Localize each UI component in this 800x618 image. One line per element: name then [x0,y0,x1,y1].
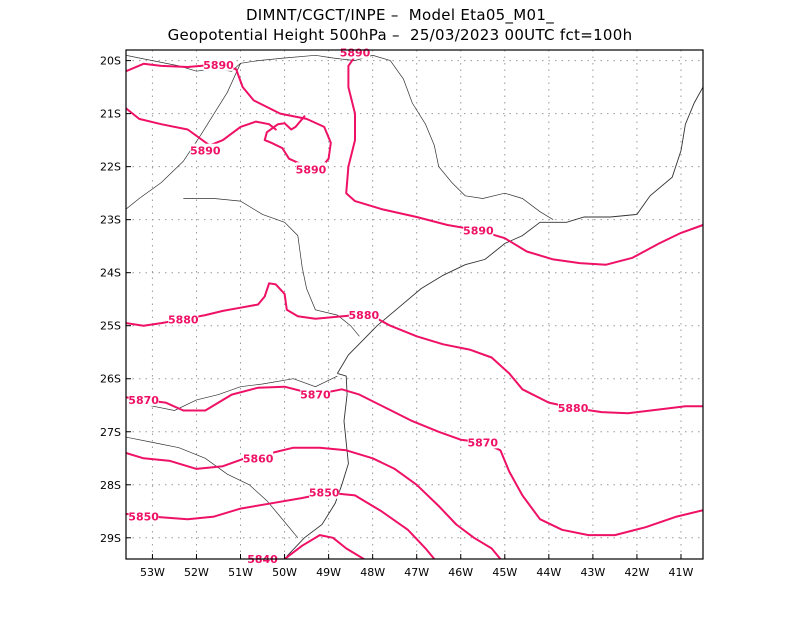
contour-label: 5880 [168,313,199,326]
contour-line-5850 [126,491,436,559]
coastline [286,372,349,557]
contour-label-bg [243,451,274,465]
y-tick-label: 21S [100,108,121,121]
state-border [183,198,360,337]
contour-label: 5860 [243,452,274,465]
contour-label-bg [309,485,340,499]
contour-line-5890 [345,50,703,266]
contour-label: 5870 [128,394,159,407]
contour-line-5890 [126,62,332,171]
x-tick-label: 47W [404,566,429,579]
contour-label: 5890 [340,47,371,60]
contour-line-5860 [126,446,502,559]
contour-label: 5890 [203,59,234,72]
contour-label-bg [463,223,494,237]
y-tick-label: 25S [100,320,121,333]
contour-label: 5850 [309,487,340,500]
y-tick-label: 26S [100,373,121,386]
y-tick-label: 24S [100,267,121,280]
contour-label-bg [340,45,371,59]
contour-line-5890 [126,107,277,147]
state-border [126,375,338,411]
x-tick-label: 48W [360,566,385,579]
contour-label-bg [203,57,234,71]
x-tick-label: 52W [184,566,209,579]
contour-label: 5880 [558,402,589,415]
y-tick-label: 20S [100,55,121,68]
x-tick-label: 41W [669,566,694,579]
y-tick-label: 28S [100,479,121,492]
contour-label-bg [348,308,379,322]
contour-label-bg [300,387,331,401]
contour-label: 5870 [300,389,331,402]
contour-labels: 5890 5890 5890 5890 5890 5880 5880 5880 5870 5870… [128,45,589,566]
map-frame [125,49,704,560]
contour-line-5870 [126,385,703,537]
state-border [126,436,299,539]
coastline [337,86,703,374]
contour-label-bg [190,143,221,157]
coastline-and-borders [126,54,703,557]
contour-label: 5870 [467,436,498,449]
contour-label: 5880 [349,309,380,322]
contour-label: 5850 [128,511,159,524]
y-tick-label: 22S [100,161,121,174]
y-tick-label: 27S [100,426,121,439]
contour-label-bg [467,435,498,449]
contour-label-bg [295,162,326,176]
contour-label: 5890 [463,224,494,237]
contour-line-5840 [283,534,365,559]
x-tick-label: 44W [536,566,561,579]
map-title-line2: Geopotential Height 500hPa – 25/03/2023 … [167,26,633,44]
axis-tick-labels: 20S 21S 22S 23S 24S 25S 26S 27S 28S 29S 53W 52W 51W 5… [100,55,694,579]
contour-label-bg [128,392,159,406]
state-border [126,63,241,210]
contour-label: 5890 [190,145,221,158]
x-tick-label: 53W [140,566,165,579]
state-border [126,54,554,220]
contour-label-bg [128,509,159,523]
x-tick-label: 42W [624,566,649,579]
y-tick-label: 29S [100,532,121,545]
x-tick-label: 51W [228,566,253,579]
y-tick-label: 23S [100,214,121,227]
contour-label-bg [558,400,589,414]
contour-line-5880 [126,282,703,415]
contour-lines [126,50,703,559]
x-tick-label: 45W [492,566,517,579]
x-tick-label: 50W [272,566,297,579]
contour-label-bg [168,312,199,326]
contour-label: 5890 [296,163,327,176]
map-title-line1: DIMNT/CGCT/INPE – Model Eta05_M01_ [245,6,555,24]
x-tick-label: 49W [316,566,341,579]
x-tick-label: 46W [448,566,473,579]
x-tick-label: 43W [580,566,605,579]
